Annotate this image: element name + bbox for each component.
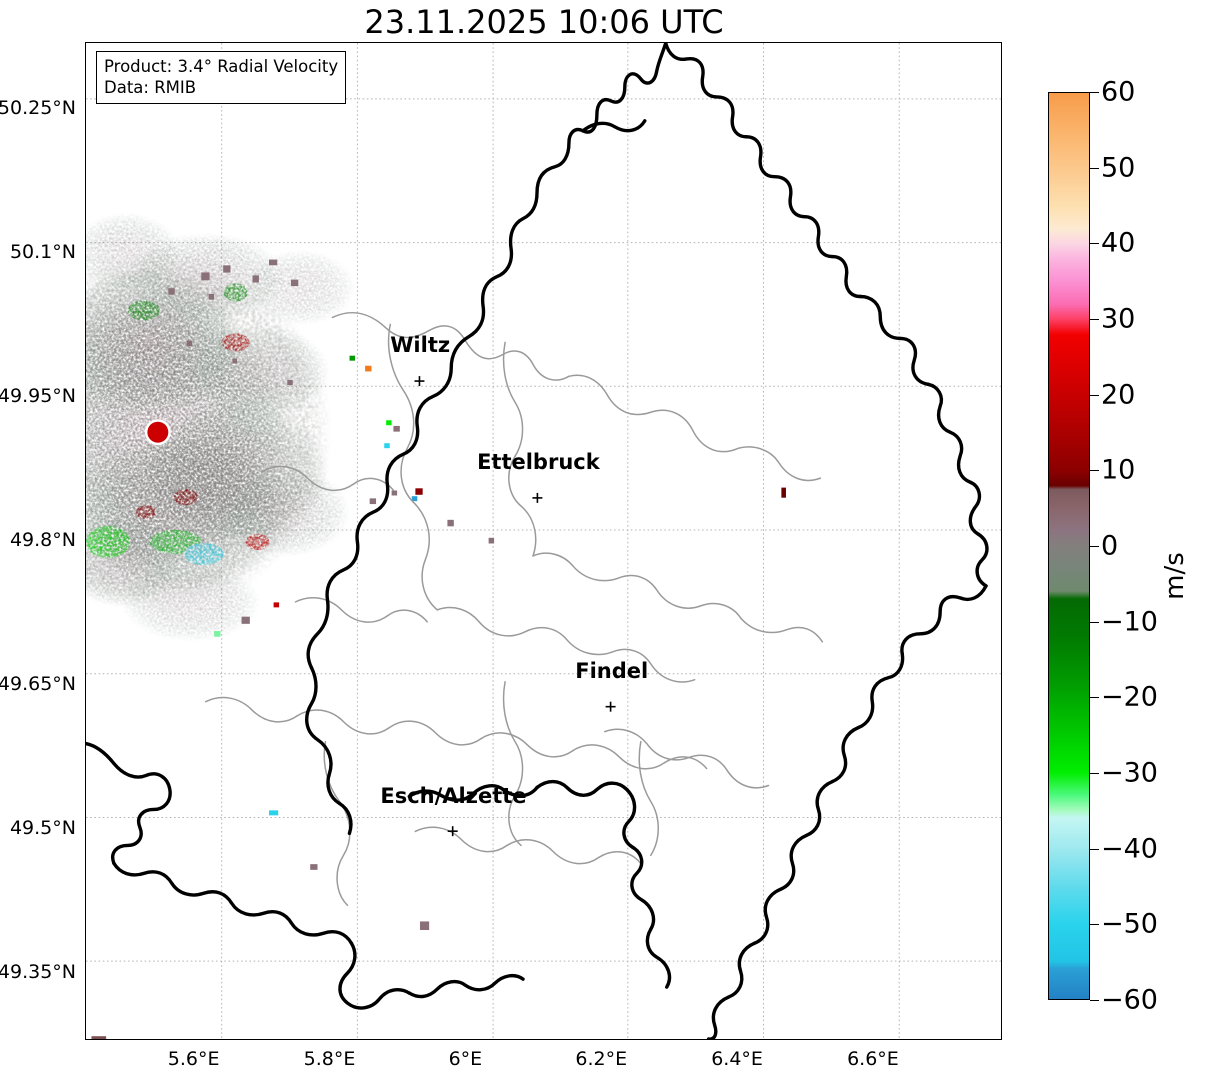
colorbar-tick-mark: [1090, 167, 1099, 169]
colorbar-tick-label: 30: [1101, 303, 1136, 335]
echo-pixel: [241, 616, 250, 624]
colorbar-tick-mark: [1090, 319, 1099, 320]
colorbar-tick-label: 20: [1101, 379, 1136, 411]
echo-pixel: [411, 496, 418, 502]
echo-pixel: [384, 443, 390, 449]
echo-pixel: [419, 921, 430, 931]
colorbar-tick-mark: [1090, 697, 1099, 699]
colorbar-unit-label: m/s: [1160, 552, 1190, 600]
colorbar-tick-label: −30: [1101, 757, 1158, 789]
echo-pixel: [349, 355, 356, 361]
echo-pixel: [781, 487, 786, 498]
echo-pixel: [488, 537, 495, 544]
colorbar-tick-label: 50: [1101, 152, 1136, 184]
echo-pixel: [290, 279, 299, 287]
colorbar-tick-label: −10: [1101, 606, 1158, 638]
echo-pixel: [386, 420, 392, 426]
echo-pixels: [91, 259, 786, 1039]
echo-pixel: [252, 275, 259, 283]
colorbar-tick-label: 10: [1101, 454, 1136, 486]
echo-pixel: [91, 1036, 107, 1039]
x-tick-label: 6.2°E: [575, 1048, 628, 1070]
colorbar-tick-mark: [1090, 621, 1099, 623]
echo-pixel: [273, 602, 280, 608]
echo-pixel: [201, 272, 210, 281]
city-label: Findel: [575, 659, 649, 683]
echo-pixel: [186, 340, 193, 347]
y-tick-label: 49.5°N: [9, 816, 76, 839]
city-markers: [414, 376, 616, 837]
city-marker-findel: [605, 701, 616, 712]
colorbar-tick-mark: [1090, 773, 1099, 774]
echo-pixel: [287, 380, 293, 386]
map-axes[interactable]: Wiltz Ettelbruck Findel Esch/Alzette: [85, 42, 1002, 1040]
echo-pixel: [168, 288, 175, 295]
colorbar-tick-mark: [1090, 92, 1099, 93]
y-tick-label: 49.65°N: [0, 672, 76, 695]
echo-pixel: [310, 864, 318, 870]
colorbar-tick-label: 0: [1101, 530, 1119, 562]
colorbar-tick-mark: [1090, 546, 1099, 547]
info-box: Product: 3.4° Radial Velocity Data: RMIB: [96, 51, 347, 105]
y-tick-label: 50.1°N: [9, 241, 76, 264]
x-tick-label: 5.6°E: [167, 1048, 220, 1070]
echo-pixel: [232, 358, 237, 364]
echo-pixel: [223, 265, 231, 273]
colorbar-tick-label: −40: [1101, 833, 1158, 865]
colorbar-tick-label: −60: [1101, 984, 1158, 1016]
colorbar-tick-mark: [1090, 394, 1099, 396]
x-tick-label: 5.8°E: [303, 1048, 356, 1070]
city-label: Esch/Alzette: [380, 783, 527, 808]
y-tick-label: 49.95°N: [0, 385, 76, 408]
info-data-line: Data: RMIB: [104, 78, 197, 98]
x-tick-label: 6.6°E: [847, 1048, 899, 1070]
colorbar-gradient: [1049, 93, 1089, 999]
page-title: 23.11.2025 10:06 UTC: [364, 3, 724, 41]
national-borders: [86, 43, 989, 1039]
echo-pixel: [415, 488, 423, 495]
city-marker-wiltz: [414, 376, 425, 387]
echo-pixel: [269, 810, 279, 816]
colorbar-tick-mark: [1090, 243, 1099, 245]
y-tick-label: 50.25°N: [0, 97, 76, 120]
colorbar-tick-label: −20: [1101, 681, 1158, 713]
x-tick-label: 6°E: [448, 1048, 483, 1070]
echo-pixel: [269, 259, 278, 266]
colorbar-tick-mark: [1090, 1000, 1099, 1001]
colorbar-tick-mark: [1090, 924, 1099, 926]
echo-pixel: [214, 631, 221, 637]
map-canvas: [86, 43, 1001, 1039]
city-label: Ettelbruck: [477, 449, 600, 474]
city-marker-esch-alzette: [447, 826, 458, 837]
echo-pixel: [447, 519, 454, 527]
city-marker-ettelbruck: [532, 492, 543, 503]
gridlines: [86, 43, 1001, 1039]
colorbar-tick-label: −50: [1101, 908, 1158, 940]
echo-pixel: [391, 490, 398, 496]
echo-pixel: [365, 365, 372, 372]
y-tick-label: 49.35°N: [0, 960, 76, 983]
colorbar-tick-mark: [1090, 848, 1099, 850]
colorbar-tick-mark: [1090, 470, 1099, 472]
colorbar-tick-label: 40: [1101, 227, 1136, 259]
internal-boundaries: [204, 312, 824, 907]
x-tick-label: 6.4°E: [711, 1048, 763, 1070]
colorbar[interactable]: [1048, 92, 1090, 1000]
city-label: Wiltz: [390, 332, 451, 357]
info-product-line: Product: 3.4° Radial Velocity: [104, 57, 339, 76]
echo-pixel: [393, 425, 400, 432]
radar-echo-field: [86, 212, 356, 642]
echo-pixel: [208, 293, 215, 300]
radar-site-marker: [147, 421, 169, 443]
echo-pixel: [369, 498, 377, 505]
y-tick-label: 49.8°N: [9, 529, 76, 551]
colorbar-tick-label: 60: [1101, 76, 1136, 108]
